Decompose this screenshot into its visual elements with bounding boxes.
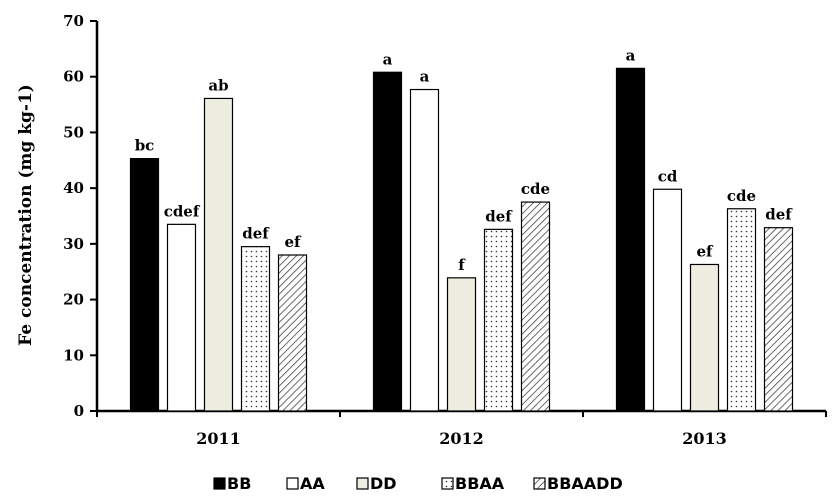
y-tick-label: 30 — [63, 235, 84, 253]
x-category-label: 2012 — [439, 429, 484, 448]
bar-aa-2012 — [409, 88, 440, 412]
legend-label-bb: BB — [227, 474, 251, 493]
legend-swatch-bbaa — [441, 477, 454, 490]
bar-bbaadd-2011 — [277, 254, 308, 412]
x-category-label: 2011 — [196, 429, 241, 448]
bar-dd-2013 — [689, 263, 720, 412]
bar-significance-label: bc — [135, 137, 155, 155]
bar-dd-2012 — [446, 277, 477, 412]
bar-significance-label: ab — [208, 76, 228, 94]
bar-significance-label: f — [458, 256, 466, 274]
legend-label-dd: DD — [370, 474, 397, 493]
bar-bb-2012 — [372, 71, 403, 412]
y-tick-label: 20 — [63, 291, 84, 309]
bar-significance-label: cdef — [164, 202, 201, 220]
bar-significance-label: cd — [658, 167, 678, 185]
bar-dd-2011 — [203, 97, 234, 412]
bar-bbaadd-2012 — [520, 201, 551, 412]
bar-significance-label: ef — [697, 242, 715, 260]
bar-significance-label: a — [383, 50, 393, 68]
y-axis-label: Fe concentration (mg kg-1) — [16, 84, 36, 346]
y-tick-label: 10 — [63, 346, 84, 364]
y-tick-label: 50 — [63, 123, 84, 141]
y-tick-label: 70 — [63, 12, 84, 30]
bar-significance-label: def — [485, 207, 513, 225]
y-tick-label: 40 — [63, 179, 84, 197]
y-tick-label: 0 — [74, 402, 84, 420]
legend-swatch-bbaadd — [533, 477, 546, 490]
bar-significance-label: a — [626, 46, 636, 64]
bar-bbaadd-2013 — [763, 227, 794, 412]
bar-significance-label: def — [765, 206, 793, 224]
bar-bbaa-2012 — [483, 228, 514, 412]
legend: BB AA DD BBAA BBAADD — [213, 474, 623, 493]
legend-swatch-dd — [356, 477, 369, 490]
y-tick-label: 60 — [63, 68, 84, 86]
bar-bb-2013 — [615, 67, 646, 412]
bar-aa-2013 — [652, 188, 683, 412]
legend-swatch-bb — [213, 477, 226, 490]
legend-label-bbaa: BBAA — [455, 474, 505, 493]
bar-bbaa-2011 — [240, 246, 271, 412]
bar-significance-label: cde — [521, 180, 550, 198]
bar-significance-label: cde — [727, 187, 756, 205]
bar-aa-2011 — [166, 223, 197, 412]
bar-significance-label: ef — [285, 233, 303, 251]
bar-significance-label: a — [420, 68, 430, 86]
legend-label-aa: AA — [300, 474, 325, 493]
x-axis: 2011 2012 2013 — [96, 409, 827, 448]
x-category-label: 2013 — [682, 429, 727, 448]
bar-significance-label: def — [242, 225, 270, 243]
legend-swatch-aa — [286, 477, 299, 490]
legend-label-bbaadd: BBAADD — [547, 474, 623, 493]
y-axis: 0 10 20 30 40 50 60 70 — [63, 12, 99, 420]
bar-bbaa-2013 — [726, 208, 757, 412]
bar-bb-2011 — [129, 158, 160, 412]
